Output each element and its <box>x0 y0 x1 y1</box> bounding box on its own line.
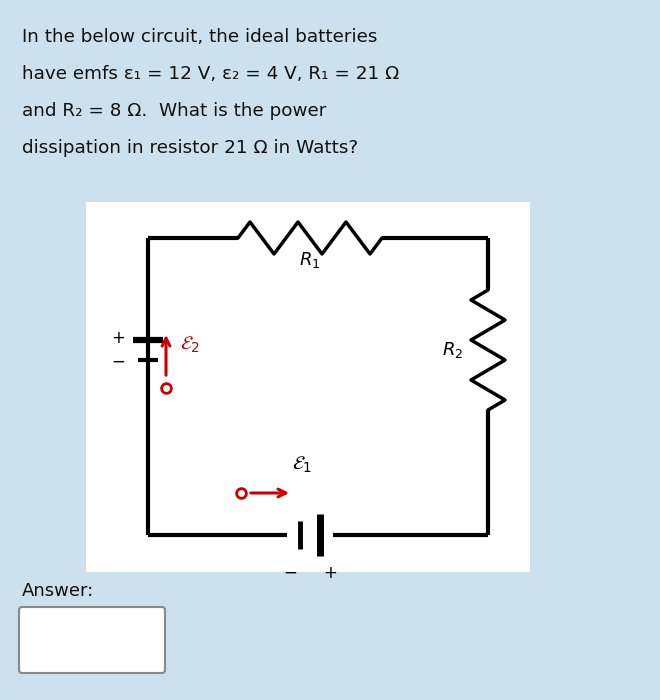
Text: +: + <box>323 564 337 582</box>
Text: Answer:: Answer: <box>22 582 94 600</box>
Text: −: − <box>111 353 125 371</box>
Text: In the below circuit, the ideal batteries: In the below circuit, the ideal batterie… <box>22 28 378 46</box>
Text: $R_1$: $R_1$ <box>299 250 321 270</box>
Text: $\mathcal{E}_2$: $\mathcal{E}_2$ <box>180 335 200 355</box>
Text: dissipation in resistor 21 Ω in Watts?: dissipation in resistor 21 Ω in Watts? <box>22 139 358 157</box>
Text: have emfs ε₁ = 12 V, ε₂ = 4 V, R₁ = 21 Ω: have emfs ε₁ = 12 V, ε₂ = 4 V, R₁ = 21 Ω <box>22 65 399 83</box>
Bar <box>86 202 530 572</box>
Text: −: − <box>283 564 297 582</box>
Text: $\mathcal{E}_1$: $\mathcal{E}_1$ <box>292 455 312 475</box>
Text: $R_2$: $R_2$ <box>442 340 463 360</box>
FancyBboxPatch shape <box>19 607 165 673</box>
Text: +: + <box>111 329 125 347</box>
Text: and R₂ = 8 Ω.  What is the power: and R₂ = 8 Ω. What is the power <box>22 102 327 120</box>
